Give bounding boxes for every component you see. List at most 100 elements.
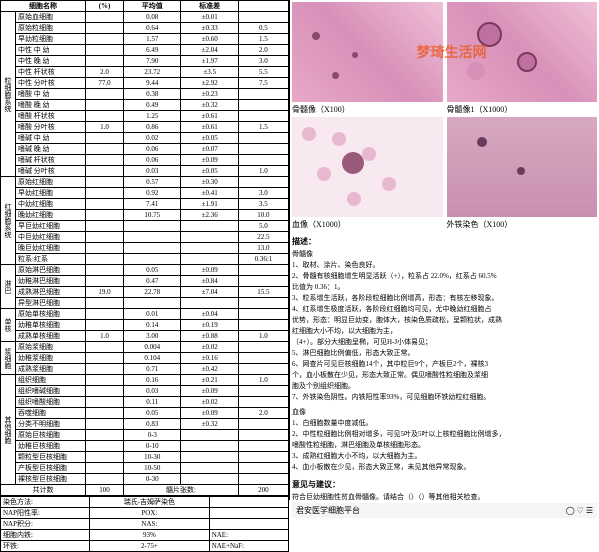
- section-label: 淋巴: [1, 265, 16, 309]
- table-cell: 颗粒型巨核细胞: [16, 452, 86, 463]
- table-cell: 组织嗜碱细胞: [16, 386, 86, 397]
- table-cell: 10-30: [124, 452, 181, 463]
- table-cell: 0.05: [124, 408, 181, 419]
- table-cell: 中幼红细胞: [16, 199, 86, 210]
- table-cell: [86, 243, 124, 254]
- table-cell: [181, 254, 238, 265]
- table-cell: [86, 34, 124, 45]
- table-cell: [86, 210, 124, 221]
- table-cell: 裸核型巨核细胞: [16, 474, 86, 485]
- table-cell: [86, 144, 124, 155]
- table-cell: 3.5: [238, 199, 288, 210]
- table-cell: [86, 56, 124, 67]
- table-cell: [238, 309, 288, 320]
- table-cell: [181, 430, 238, 441]
- desc-line: 6、网查片可见巨核细胞14个，其中粒巨9个，产板巨2个，裸核3: [292, 359, 597, 370]
- table-cell: [86, 353, 124, 364]
- table-cell: [181, 452, 238, 463]
- table-cell: [238, 320, 288, 331]
- table-cell: 嗜酸 晚 幼: [16, 100, 86, 111]
- table-cell: 0.71: [124, 364, 181, 375]
- table-cell: ±0.19: [181, 320, 238, 331]
- footer-icons[interactable]: ◯ ♡ ☰: [566, 506, 593, 515]
- table-cell: [86, 419, 124, 430]
- table-cell: [238, 452, 288, 463]
- table-cell: 0.86: [124, 122, 181, 133]
- table-cell: 10.0: [238, 210, 288, 221]
- table-cell: 0-30: [124, 474, 181, 485]
- desc-line: 4、血小板散在少见，形态大致正常，未见其他异常现象。: [292, 462, 597, 473]
- table-cell: [238, 133, 288, 144]
- desc-line: 个，血小板散在少见，形态大致正常。偶见嗜酸性粒细胞及浆细: [292, 370, 597, 381]
- table-cell: ±0.32: [181, 100, 238, 111]
- table-cell: ±0.32: [181, 419, 238, 430]
- table-cell: 幼稚浆细胞: [16, 353, 86, 364]
- table-cell: 5.0: [238, 221, 288, 232]
- table-cell: ±0.61: [181, 122, 238, 133]
- table-cell: [86, 452, 124, 463]
- table-cell: 0.11: [124, 397, 181, 408]
- table-cell: [86, 177, 124, 188]
- table-cell: 成熟单核细胞: [16, 331, 86, 342]
- table-cell: [86, 276, 124, 287]
- suggest-title: 意见与建议：: [292, 479, 597, 490]
- table-cell: 0.004: [124, 342, 181, 353]
- table-cell: 6.49: [124, 45, 181, 56]
- table-cell: 异型淋巴细胞: [16, 298, 86, 309]
- table-cell: ±0.01: [181, 12, 238, 23]
- desc-title: 描述：: [292, 236, 597, 247]
- table-cell: ±0.23: [181, 89, 238, 100]
- footer-bar: 君安医学细胞平台 ◯ ♡ ☰: [292, 503, 597, 518]
- table-cell: [86, 89, 124, 100]
- table-cell: 0.06: [124, 155, 181, 166]
- table-cell: 嗜酸 杆状核: [16, 111, 86, 122]
- table-cell: [238, 144, 288, 155]
- table-cell: [238, 463, 288, 474]
- stain-l: 环铁:: [1, 541, 90, 552]
- table-cell: 1.57: [124, 34, 181, 45]
- header-pct: (%): [86, 1, 124, 12]
- table-cell: [124, 232, 181, 243]
- table-cell: [86, 298, 124, 309]
- table-cell: ±2.04: [181, 45, 238, 56]
- stain-r2: [209, 519, 288, 530]
- desc-line: 嗜酸性粒细胞，淋巴细胞及单核细胞形态。: [292, 440, 597, 451]
- stain-r: NAS:: [90, 519, 210, 530]
- table-cell: 0.47: [124, 276, 181, 287]
- table-cell: 幼稚淋巴细胞: [16, 276, 86, 287]
- table-cell: 幼稚巨核细胞: [16, 441, 86, 452]
- table-cell: ±0.05: [181, 166, 238, 177]
- staining-table: 染色方法:瑞氏-吉姆萨染色NAP阳性率:POX:NAP积分:NAS:细胞内铁:9…: [0, 496, 289, 552]
- desc-line: 比值为 0.36：1。: [292, 282, 597, 293]
- image-caption-4: 外铁染色（X100）: [447, 219, 598, 230]
- table-cell: [238, 441, 288, 452]
- desc-line: 7、外铁染色阴性。内铁阳性率93%，可见细胞环铁幼粒红细胞。: [292, 392, 597, 403]
- table-cell: 3.00: [124, 331, 181, 342]
- section-label: 红细胞系统: [1, 177, 16, 265]
- table-cell: ±0.04: [181, 309, 238, 320]
- table-cell: [124, 221, 181, 232]
- stain-r2: [209, 497, 288, 508]
- table-cell: ±0.05: [181, 133, 238, 144]
- table-cell: [86, 45, 124, 56]
- table-cell: 嗜碱 分叶核: [16, 166, 86, 177]
- table-cell: [86, 386, 124, 397]
- table-cell: 9.44: [124, 78, 181, 89]
- table-cell: ±0.07: [181, 144, 238, 155]
- cell-count-table: 细胞名称 (%) 平均值 标准差 粒细胞系统原始血细胞0.08±0.01原始粒细…: [0, 0, 289, 496]
- table-cell: [181, 463, 238, 474]
- table-cell: [86, 441, 124, 452]
- table-cell: ±0.84: [181, 276, 238, 287]
- table-cell: 嗜碱 晚 幼: [16, 144, 86, 155]
- section-label: 粒细胞系统: [1, 12, 16, 177]
- table-cell: 晚幼红细胞: [16, 210, 86, 221]
- table-cell: 10-50: [124, 463, 181, 474]
- stain-r: 2-75+: [90, 541, 210, 552]
- table-cell: 组织细胞: [16, 375, 86, 386]
- table-cell: 22.5: [238, 232, 288, 243]
- table-cell: [86, 232, 124, 243]
- table-cell: [124, 298, 181, 309]
- table-cell: ±0.02: [181, 397, 238, 408]
- stain-l: NAP阳性率:: [1, 508, 90, 519]
- table-cell: [86, 23, 124, 34]
